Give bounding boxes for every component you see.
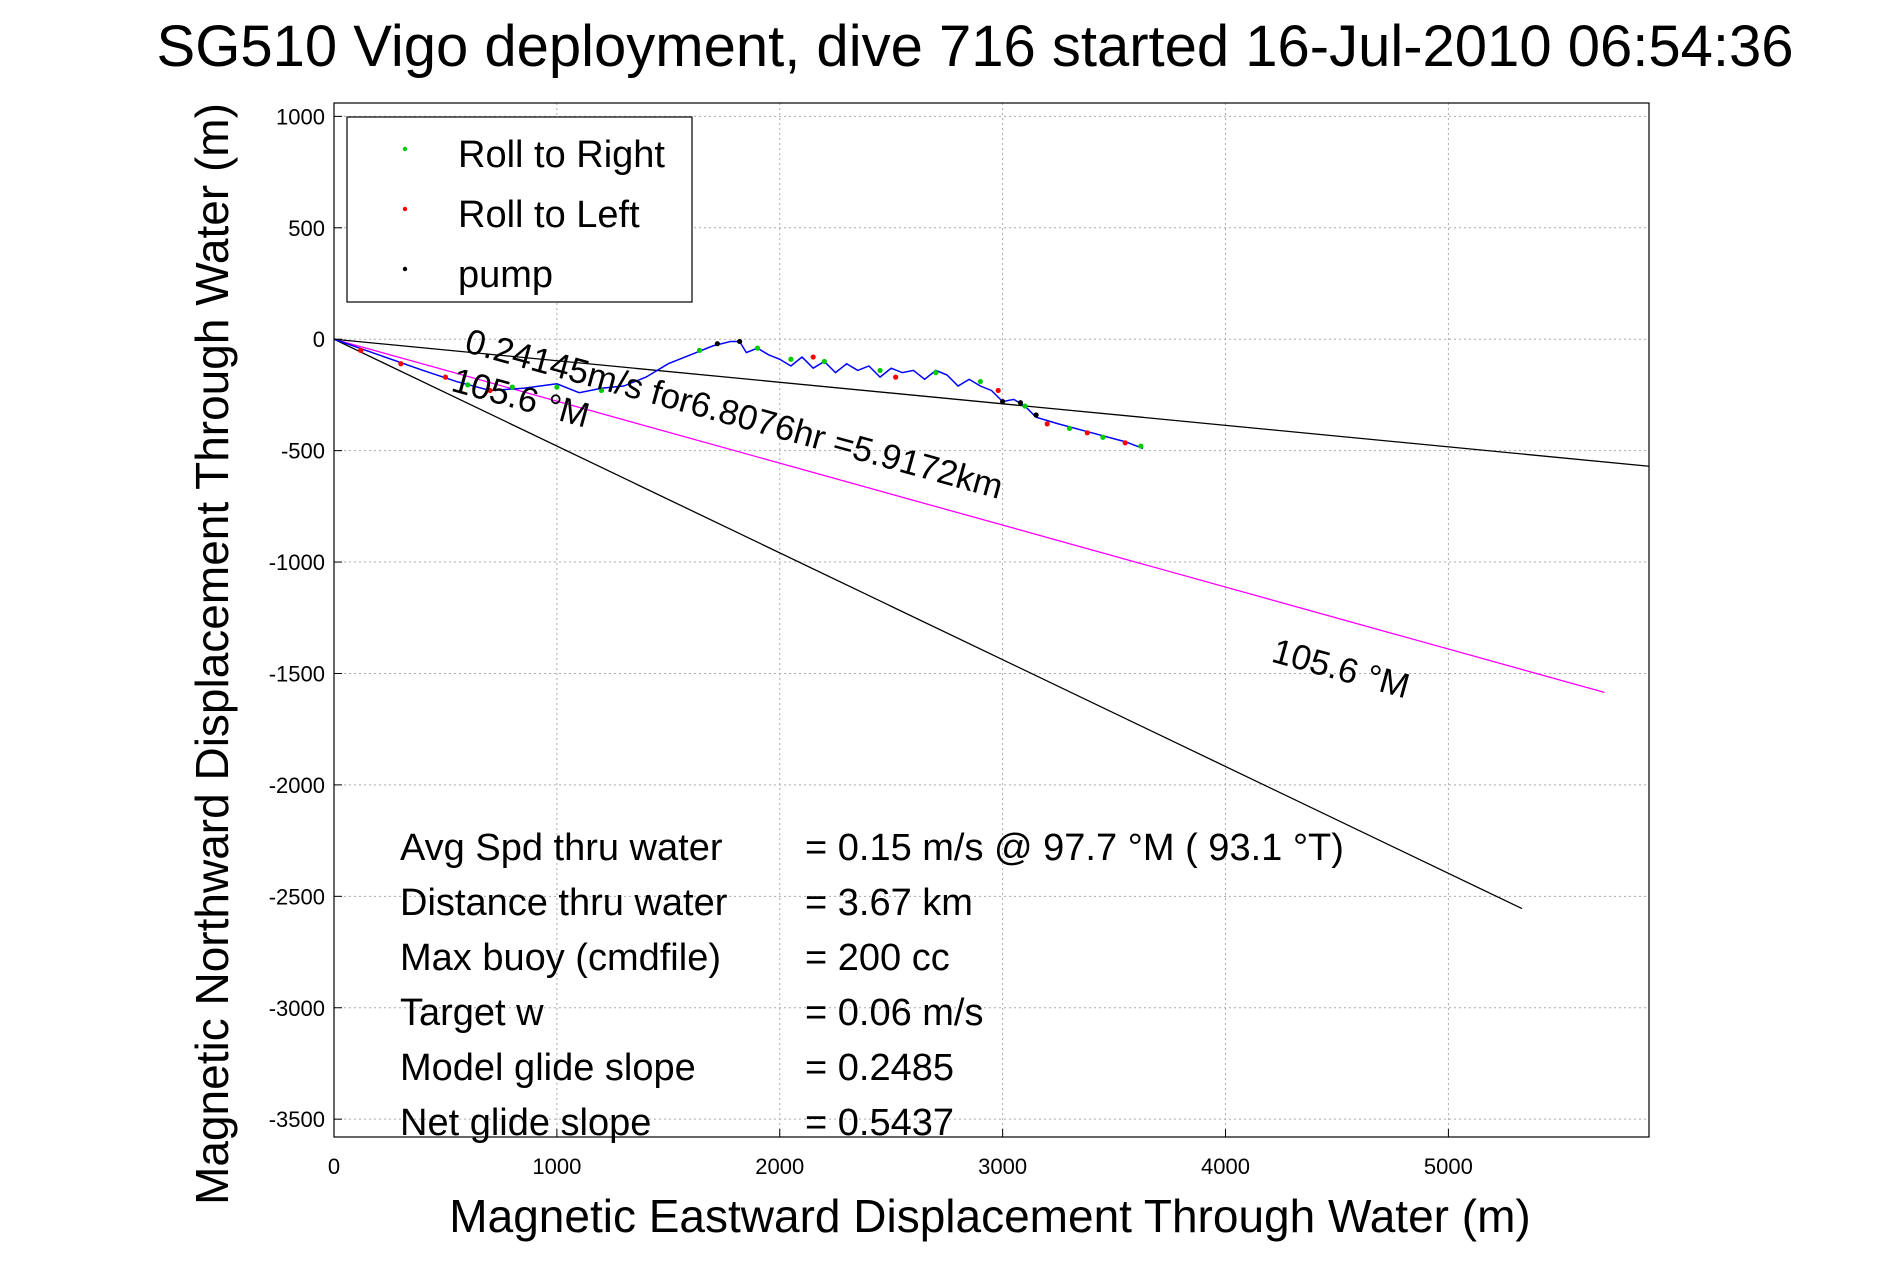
- stat-label: Model glide slope: [400, 1047, 696, 1089]
- y-axis-ticks: 1000 500 0 -500 -1000 -1500 -2000 -2500 -3000 -35…: [269, 104, 342, 1132]
- y-tick-label: 500: [288, 216, 325, 241]
- y-tick-label: -500: [281, 439, 325, 464]
- x-tick-label: 0: [328, 1154, 340, 1179]
- gridlines: [333, 103, 1649, 1137]
- point-roll-to-left: [995, 387, 1001, 394]
- point-roll-to-right: [509, 384, 515, 390]
- point-roll-to-right: [1022, 403, 1028, 409]
- point-pump: [1033, 412, 1039, 418]
- x-tick-label: 2000: [755, 1154, 804, 1179]
- stat-value: = 200 cc: [805, 937, 950, 979]
- stat-value: = 0.2485: [805, 1047, 954, 1089]
- y-tick-label: -3000: [269, 996, 325, 1021]
- legend-label: Roll to Left: [458, 194, 640, 236]
- point-roll-to-right: [696, 347, 703, 353]
- point-roll-to-right: [465, 382, 471, 388]
- y-tick-label: -3500: [269, 1107, 325, 1132]
- stat-label: Target w: [400, 992, 544, 1034]
- point-roll-to-right: [554, 384, 560, 390]
- reference-lines: [333, 338, 1650, 910]
- y-tick-label: 0: [313, 327, 325, 352]
- series-points: [358, 338, 1144, 449]
- legend-marker: [402, 266, 408, 272]
- stat-value: = 0.5437: [805, 1102, 954, 1144]
- stats-block: Avg Spd thru water = 0.15 m/s @ 97.7 °M (…: [400, 827, 1344, 1144]
- x-axis-label: Magnetic Eastward Displacement Through W…: [449, 1190, 1530, 1242]
- reference-line: [333, 338, 1605, 694]
- point-pump: [1000, 399, 1006, 405]
- point-roll-to-right: [1066, 425, 1073, 431]
- stat-value: = 0.15 m/s @ 97.7 °M ( 93.1 °T): [805, 827, 1344, 869]
- point-roll-to-right: [821, 358, 827, 365]
- point-roll-to-left: [1122, 440, 1128, 446]
- legend-marker: [402, 146, 408, 152]
- point-roll-to-right: [1100, 434, 1106, 440]
- point-roll-to-right: [754, 345, 761, 351]
- legend: Roll to Right Roll to Left pump: [346, 116, 693, 303]
- plot-frame: [333, 102, 1650, 1138]
- point-roll-to-left: [358, 347, 364, 353]
- point-roll-to-right: [1138, 443, 1144, 449]
- stat-value: = 3.67 km: [805, 882, 973, 924]
- y-tick-label: -2000: [269, 773, 325, 798]
- point-roll-to-right: [977, 378, 983, 385]
- stat-label: Max buoy (cmdfile): [400, 937, 721, 979]
- stat-value: = 0.06 m/s: [805, 992, 983, 1034]
- x-tick-label: 3000: [978, 1154, 1027, 1179]
- y-tick-label: 1000: [276, 104, 325, 129]
- x-tick-label: 1000: [532, 1154, 581, 1179]
- point-roll-to-right: [877, 367, 883, 374]
- point-pump: [1017, 400, 1024, 406]
- x-axis-ticks: 0 1000 2000 3000 4000 5000: [328, 1129, 1473, 1179]
- point-roll-to-left: [893, 374, 899, 380]
- point-roll-to-left: [810, 354, 816, 360]
- reference-line: [333, 338, 1650, 467]
- point-pump: [714, 341, 720, 347]
- point-pump: [737, 338, 743, 345]
- y-axis-label: Magnetic Northward Displacement Through …: [186, 103, 238, 1205]
- x-tick-label: 5000: [1424, 1154, 1473, 1179]
- stat-label: Net glide slope: [400, 1102, 651, 1144]
- y-tick-label: -1500: [269, 661, 325, 686]
- point-roll-to-right: [933, 370, 939, 376]
- legend-label: Roll to Right: [458, 134, 665, 176]
- legend-label: pump: [458, 254, 553, 296]
- point-roll-to-right: [598, 387, 605, 394]
- reference-line: [333, 338, 1523, 910]
- stat-label: Avg Spd thru water: [400, 827, 723, 869]
- point-roll-to-left: [1084, 430, 1090, 436]
- point-roll-to-left: [398, 361, 404, 367]
- point-roll-to-left: [487, 387, 493, 394]
- y-tick-label: -2500: [269, 884, 325, 909]
- y-tick-label: -1000: [269, 550, 325, 575]
- point-roll-to-right: [788, 356, 794, 362]
- chart-title: SG510 Vigo deployment, dive 716 started …: [157, 14, 1794, 79]
- point-roll-to-left: [442, 374, 449, 380]
- stat-label: Distance thru water: [400, 882, 728, 924]
- x-tick-label: 4000: [1201, 1154, 1250, 1179]
- point-roll-to-left: [1044, 421, 1050, 427]
- legend-marker: [402, 206, 408, 212]
